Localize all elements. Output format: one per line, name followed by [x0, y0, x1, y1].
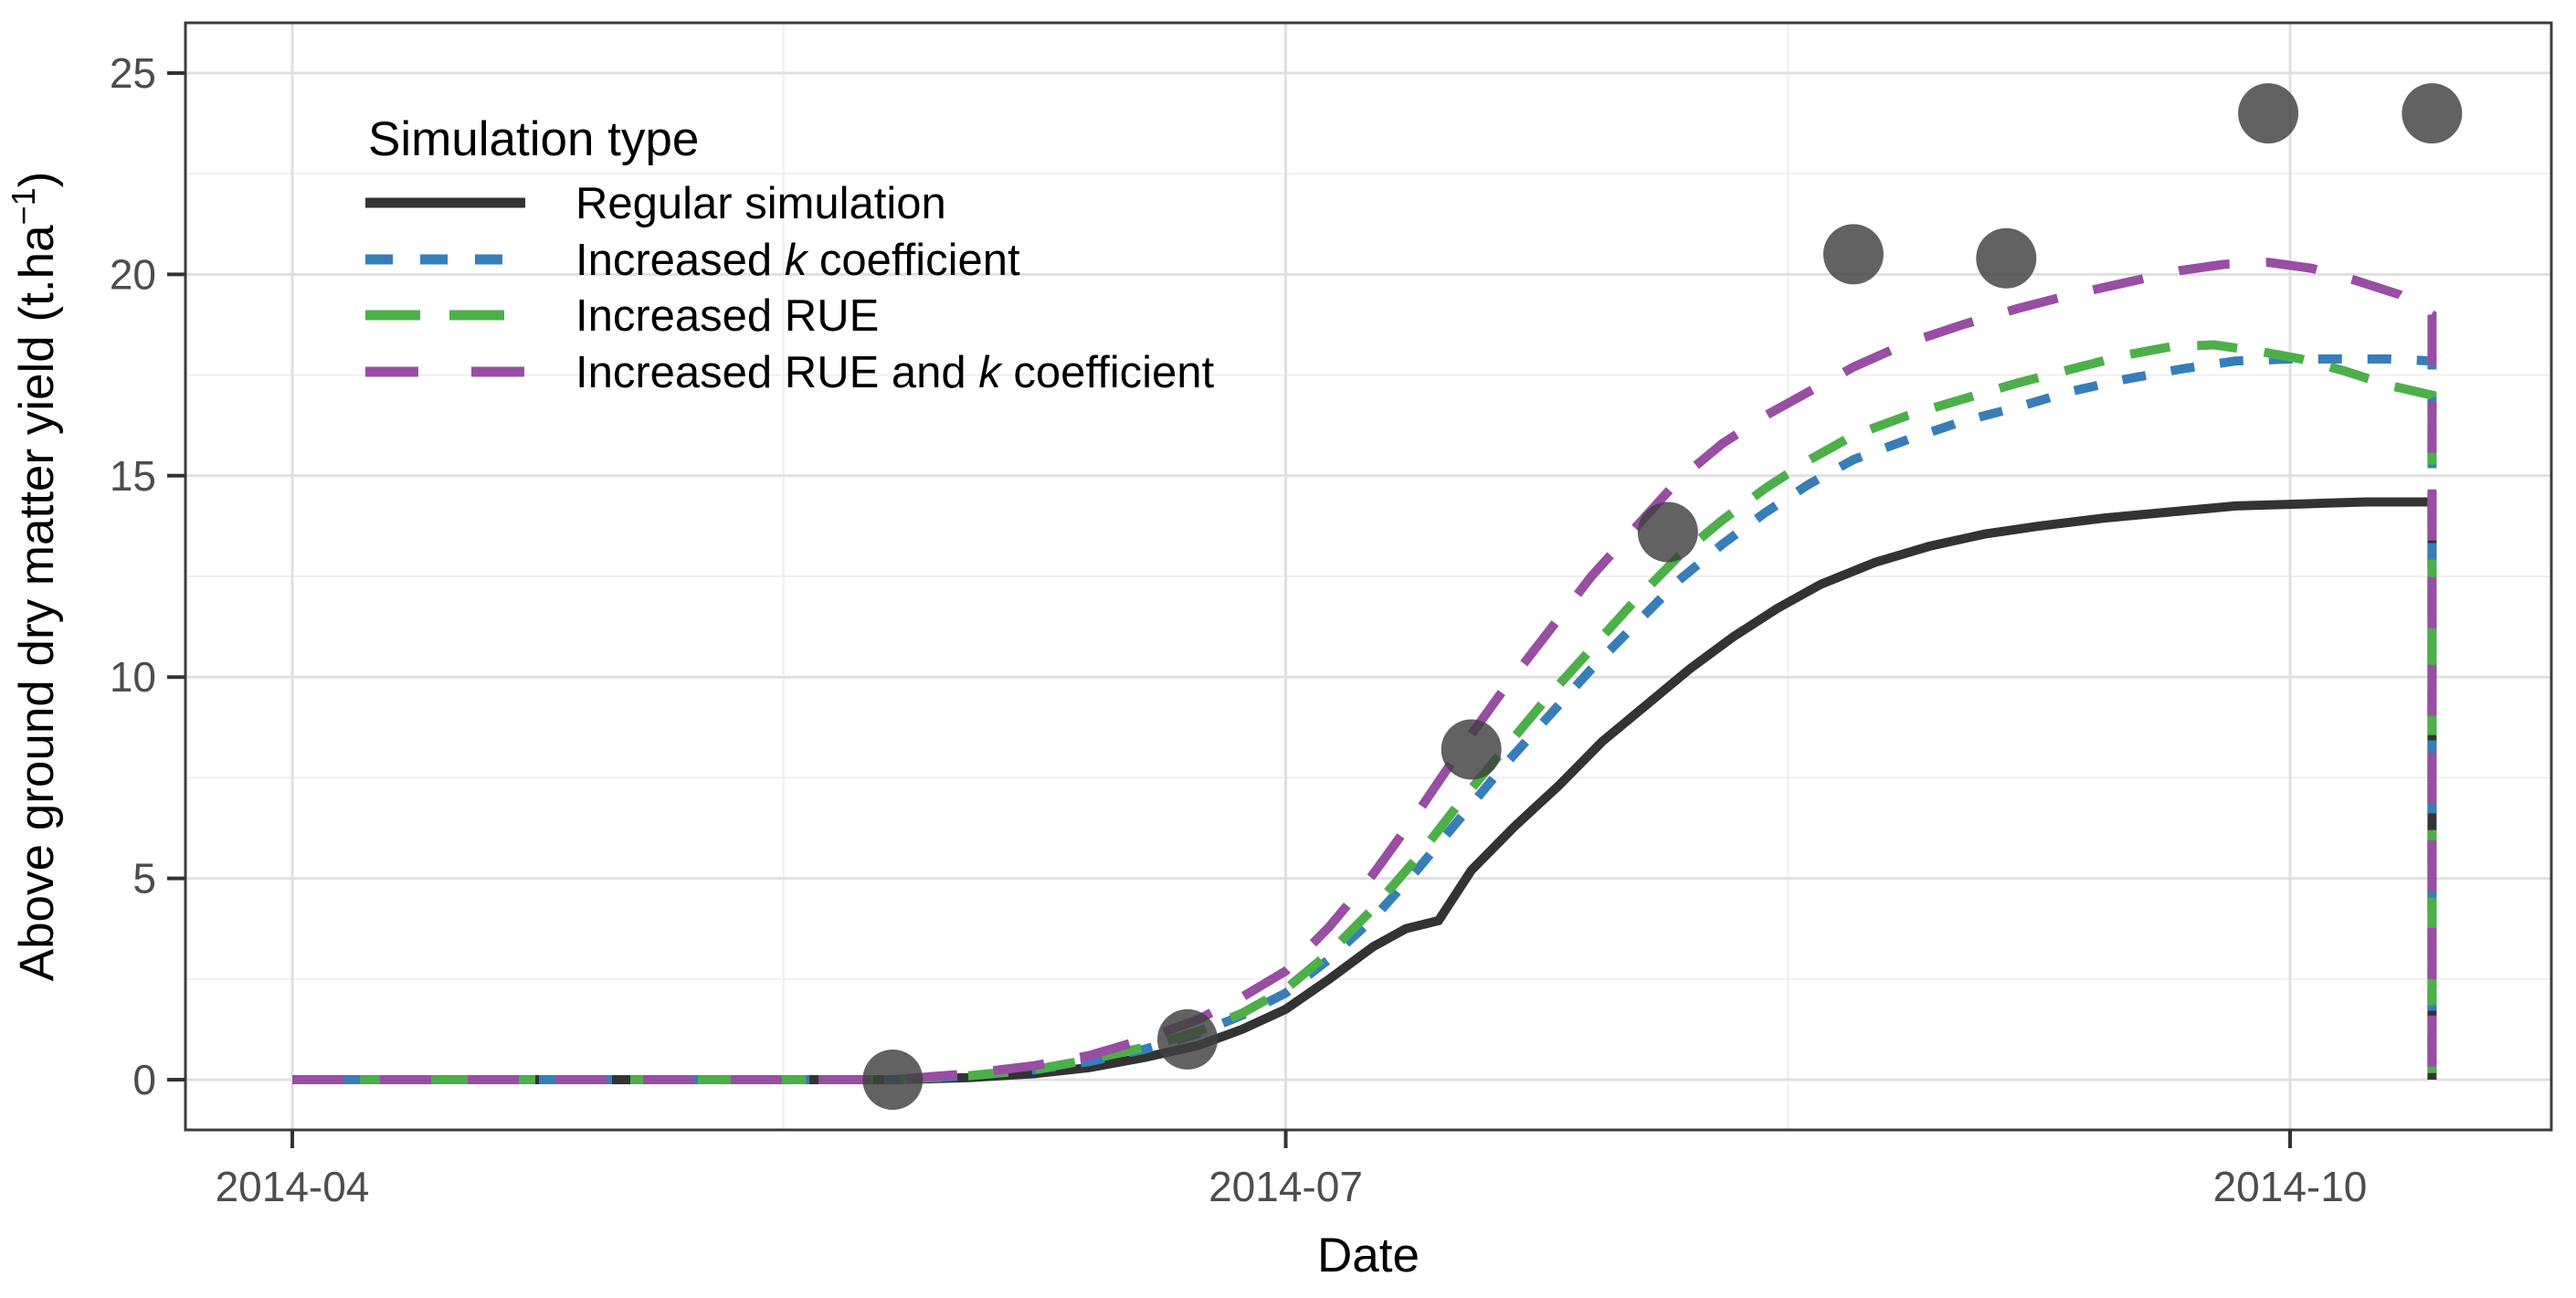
- legend-rows: Regular simulation Increased k coefficien…: [365, 179, 1214, 397]
- y-tick-label: 0: [132, 1056, 156, 1103]
- observed-point: [2238, 83, 2299, 144]
- x-axis-title: Date: [1317, 1229, 1420, 1282]
- legend-label-regular-simulation: Regular simulation: [575, 179, 946, 228]
- observed-data-points: [862, 83, 2463, 1110]
- y-axis-title: Above ground dry matter yield (t.ha−1): [5, 172, 64, 982]
- series-line-increased-rue-and-k-coefficient: [292, 258, 2437, 1084]
- axis-tick-labels: 0 5 10 15 20 25 2014-04 2014-07 2014-10: [110, 49, 2368, 1210]
- series-line-increased-rue: [292, 340, 2437, 1084]
- legend-label-increased-rue: Increased RUE: [575, 291, 879, 341]
- x-tick-label: 2014-10: [2213, 1163, 2368, 1210]
- legend-title: Simulation type: [368, 112, 699, 166]
- legend: Simulation type Regular simulation Increa…: [365, 112, 1214, 397]
- legend-row-increased-rue-and-k-coefficient: Increased RUE and k coefficient: [365, 348, 1214, 397]
- legend-label-increased-rue-and-k-coefficient: Increased RUE and k coefficient: [575, 348, 1214, 397]
- observed-point: [1822, 224, 1884, 285]
- legend-row-increased-rue: Increased RUE: [365, 291, 879, 341]
- y-tick-label: 10: [110, 653, 156, 701]
- axis-ticks: [167, 71, 2292, 1148]
- simulation-series-lines: [292, 258, 2437, 1084]
- gridlines-minor: [185, 23, 2551, 1130]
- x-tick-label: 2014-07: [1209, 1163, 1363, 1210]
- y-tick-label: 5: [132, 855, 156, 902]
- y-tick-label: 20: [110, 250, 156, 298]
- gridlines-major: [185, 23, 2551, 1130]
- observed-point: [1976, 227, 2037, 289]
- observed-point: [2402, 83, 2463, 144]
- legend-label-increased-k-coefficient: Increased k coefficient: [575, 236, 1020, 285]
- x-tick-label: 2014-04: [216, 1163, 370, 1210]
- y-tick-label: 25: [110, 49, 156, 97]
- legend-row-regular-simulation: Regular simulation: [365, 179, 946, 228]
- observed-point: [1441, 719, 1502, 780]
- observed-point: [1637, 501, 1698, 563]
- legend-row-increased-k-coefficient: Increased k coefficient: [365, 236, 1020, 285]
- y-tick-label: 15: [110, 452, 156, 500]
- observed-point: [862, 1050, 924, 1110]
- series-line-increased-k-coefficient: [292, 354, 2437, 1084]
- plot-panel-border: [184, 21, 2553, 1132]
- observed-point: [1156, 1008, 1218, 1070]
- series-line-regular-simulation: [292, 497, 2437, 1084]
